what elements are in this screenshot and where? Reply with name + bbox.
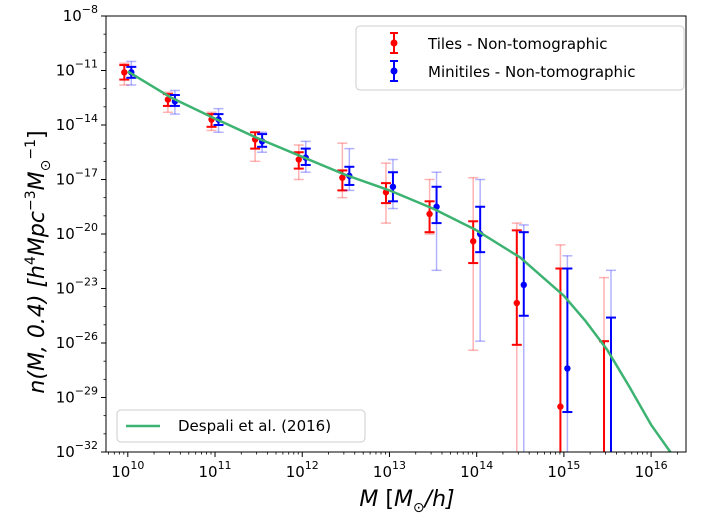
data-point xyxy=(520,281,527,289)
data-point xyxy=(121,69,128,76)
x-tick-label: 1010 xyxy=(111,459,144,481)
y-tick-label: 10−20 xyxy=(56,221,98,243)
x-tick-label: 1016 xyxy=(635,459,668,481)
x-tick-label: 1014 xyxy=(460,459,493,481)
legend-lower-box xyxy=(116,409,366,443)
data-point xyxy=(389,183,397,190)
y-tick-label: 10−11 xyxy=(56,58,98,80)
data-point xyxy=(295,156,302,163)
legend-lower: Despali et al. (2016) xyxy=(116,409,366,443)
series-minitiles xyxy=(126,60,616,452)
x-tick-label: 1011 xyxy=(198,459,231,481)
data-point xyxy=(564,365,571,372)
legend-tiles-marker xyxy=(390,39,398,47)
x-axis-title: M [M⊙/h] xyxy=(359,487,454,516)
series-tiles xyxy=(119,62,610,452)
x-tick-label: 1015 xyxy=(547,459,580,481)
data-point xyxy=(469,238,477,245)
y-tick-label: 10−32 xyxy=(56,439,98,461)
y-tick-label: 10−17 xyxy=(56,167,98,189)
legend-upper: Tiles - Non-tomographic Minitiles - Non-… xyxy=(355,25,685,91)
x-tick-label: 1013 xyxy=(373,459,406,481)
model-curve xyxy=(127,70,672,452)
y-tick-label: 10−8 xyxy=(63,3,98,25)
data-layer xyxy=(119,60,672,452)
data-point xyxy=(513,299,520,307)
legend-minitiles-label: Minitiles - Non-tomographic xyxy=(428,63,635,81)
legend-upper-box xyxy=(355,25,685,91)
axis-ticks: 1010 1011 1012 1013 1014 1015 1016 10−8 10−11 10−… xyxy=(56,3,678,481)
legend-entry-minitiles: Minitiles - Non-tomographic xyxy=(390,60,635,82)
data-point xyxy=(557,403,564,410)
data-point xyxy=(426,210,433,218)
y-tick-label: 10−29 xyxy=(56,385,98,407)
legend-tiles-label: Tiles - Non-tomographic xyxy=(427,35,608,53)
y-tick-label: 10−14 xyxy=(56,112,98,134)
legend-minitiles-marker xyxy=(390,67,398,75)
y-tick-label: 10−26 xyxy=(56,330,98,352)
x-tick-label: 1012 xyxy=(286,459,319,481)
data-point xyxy=(339,174,346,181)
y-axis-title: n(M, 0.4) [h4Mpc−3M⊙−1] xyxy=(23,130,54,393)
y-tick-label: 10−23 xyxy=(56,276,98,298)
legend-entry-tiles: Tiles - Non-tomographic xyxy=(390,32,608,54)
legend-model-label: Despali et al. (2016) xyxy=(178,417,331,435)
